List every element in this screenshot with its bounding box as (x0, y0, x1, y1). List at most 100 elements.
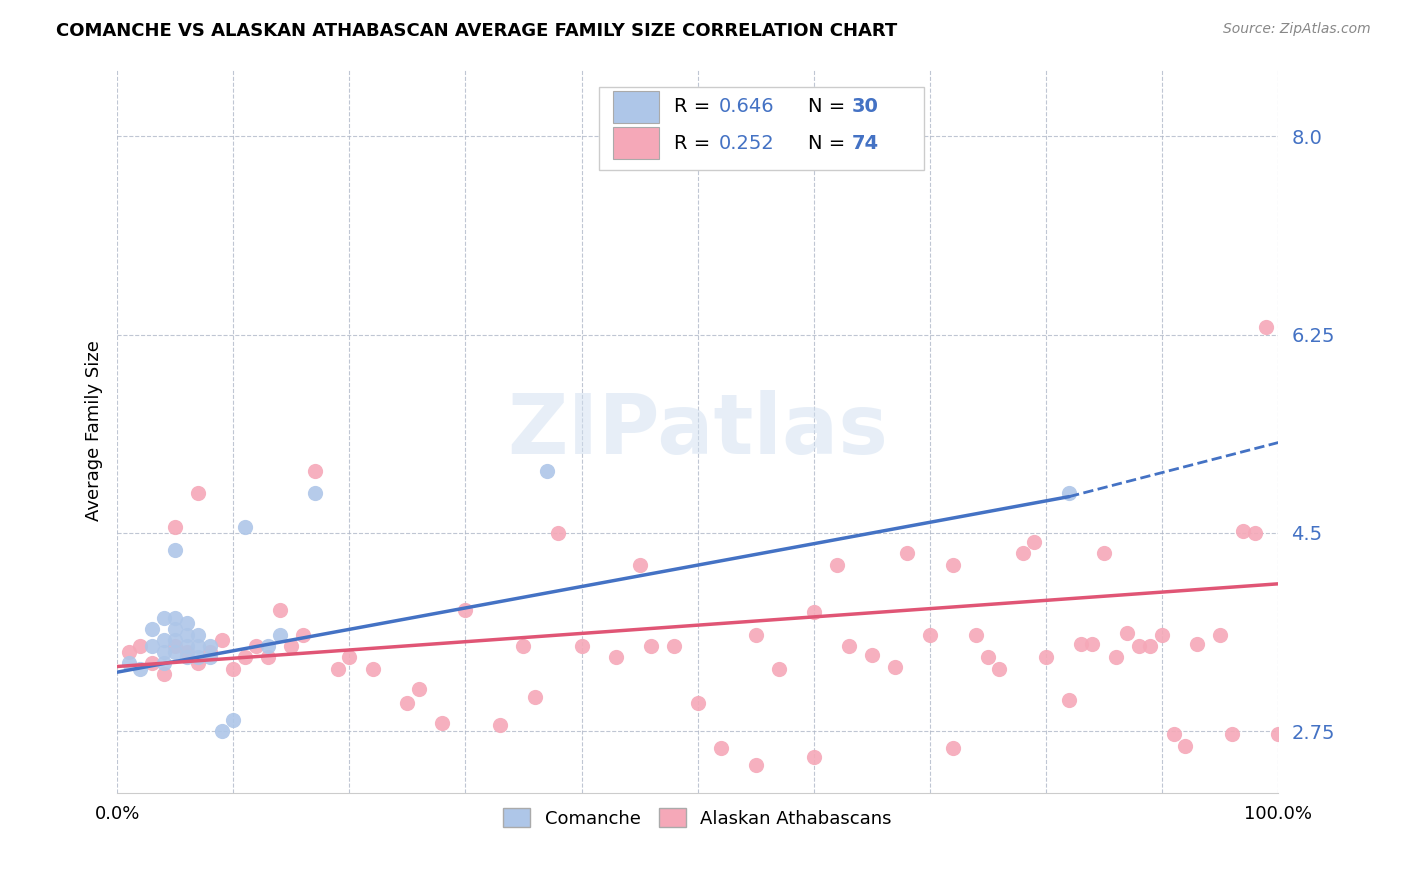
Point (176, 645, 198, 659)
Point (536, 464, 558, 478)
Point (141, 622, 163, 636)
Point (118, 656, 141, 670)
Point (165, 520, 187, 534)
Point (988, 662, 1011, 676)
Point (152, 633, 174, 648)
Text: R =: R = (675, 134, 717, 153)
Point (1081, 637, 1104, 651)
Point (965, 628, 987, 642)
Point (408, 682, 430, 697)
Point (1267, 727, 1289, 741)
Point (454, 603, 477, 617)
Point (187, 650, 209, 665)
Point (1163, 727, 1185, 741)
Text: Source: ZipAtlas.com: Source: ZipAtlas.com (1223, 22, 1371, 37)
Point (176, 639, 198, 653)
Point (640, 639, 662, 653)
Point (257, 650, 280, 665)
Point (280, 639, 302, 653)
Point (152, 645, 174, 659)
Point (942, 558, 965, 572)
Point (1011, 546, 1033, 560)
Point (176, 616, 198, 631)
Text: 30: 30 (852, 97, 879, 117)
Point (710, 741, 733, 756)
Point (326, 662, 349, 676)
Point (187, 656, 209, 670)
Point (547, 525, 569, 540)
Point (768, 662, 790, 676)
Point (141, 656, 163, 670)
Point (198, 639, 221, 653)
Point (512, 639, 534, 653)
Point (1209, 628, 1232, 642)
Point (269, 603, 291, 617)
Point (129, 662, 152, 676)
Text: N =: N = (808, 97, 852, 117)
FancyBboxPatch shape (599, 87, 924, 170)
Point (129, 639, 152, 653)
Text: ZIPatlas: ZIPatlas (508, 391, 889, 472)
Point (1128, 639, 1150, 653)
Point (1174, 739, 1197, 753)
Point (1220, 727, 1243, 741)
Point (396, 696, 419, 710)
Point (744, 628, 766, 642)
Point (211, 724, 233, 739)
Y-axis label: Average Family Size: Average Family Size (86, 341, 103, 521)
Point (222, 662, 245, 676)
Point (187, 486, 209, 500)
Text: N =: N = (808, 134, 852, 153)
Point (141, 639, 163, 653)
Point (977, 650, 1000, 665)
Point (1232, 524, 1254, 538)
Point (664, 639, 686, 653)
Text: 74: 74 (852, 134, 879, 153)
Point (176, 650, 198, 665)
Point (825, 558, 848, 572)
Point (257, 639, 280, 653)
FancyBboxPatch shape (613, 127, 659, 160)
Point (165, 633, 187, 648)
Point (198, 650, 221, 665)
Point (918, 628, 941, 642)
Text: 0.252: 0.252 (718, 134, 775, 153)
Point (165, 645, 187, 659)
Point (211, 633, 233, 648)
Point (165, 611, 187, 625)
FancyBboxPatch shape (613, 91, 659, 123)
Point (152, 656, 174, 670)
Point (1150, 628, 1173, 642)
Point (1243, 525, 1265, 540)
Point (222, 713, 245, 727)
Point (524, 690, 547, 704)
Point (165, 622, 187, 636)
Point (118, 645, 141, 659)
Point (152, 667, 174, 681)
Text: 0.646: 0.646 (718, 97, 775, 117)
Point (1057, 693, 1080, 707)
Point (291, 628, 314, 642)
Point (198, 645, 221, 659)
Point (304, 464, 326, 478)
Point (304, 486, 326, 500)
Point (187, 628, 209, 642)
Text: R =: R = (675, 97, 717, 117)
Point (1185, 637, 1208, 651)
Point (803, 605, 825, 619)
Point (884, 659, 907, 673)
Point (233, 650, 256, 665)
Point (1256, 319, 1278, 334)
Point (337, 650, 360, 665)
Point (803, 750, 825, 764)
Point (1104, 650, 1126, 665)
Point (187, 639, 209, 653)
Point (605, 650, 627, 665)
Point (361, 662, 384, 676)
Point (571, 639, 593, 653)
Point (269, 628, 291, 642)
Point (165, 542, 187, 557)
Point (165, 639, 187, 653)
Point (432, 716, 454, 731)
Legend: Comanche, Alaskan Athabascans: Comanche, Alaskan Athabascans (496, 801, 898, 835)
